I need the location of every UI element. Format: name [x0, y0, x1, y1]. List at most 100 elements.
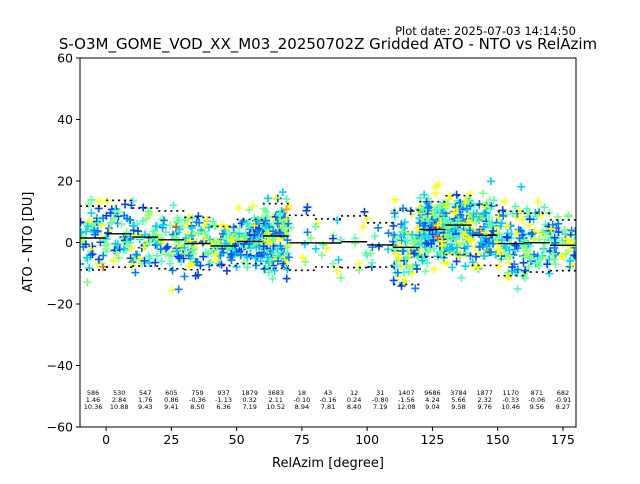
data-point — [465, 235, 474, 244]
data-point — [472, 252, 481, 261]
data-point — [525, 215, 534, 224]
data-point — [218, 229, 227, 238]
data-point — [208, 245, 217, 254]
data-point — [269, 235, 278, 244]
data-point — [142, 214, 151, 223]
data-point — [511, 202, 520, 211]
data-point — [384, 229, 393, 238]
data-point — [452, 190, 461, 199]
bin-std-label: 7.19 — [373, 403, 387, 411]
data-point — [120, 211, 129, 220]
data-point — [425, 226, 434, 235]
data-point — [272, 255, 281, 264]
data-point — [298, 253, 307, 262]
x-tick-label: 175 — [551, 432, 575, 447]
bin-std-label: 9.41 — [164, 403, 178, 411]
data-point — [408, 262, 417, 271]
data-point — [431, 189, 440, 198]
data-point — [503, 233, 512, 242]
data-point — [127, 244, 136, 253]
data-point — [363, 214, 372, 223]
data-point — [250, 213, 259, 222]
data-point — [111, 206, 120, 215]
data-point — [259, 242, 268, 251]
data-point — [102, 197, 111, 206]
data-point — [424, 216, 433, 225]
data-point — [185, 261, 194, 270]
data-point — [180, 272, 189, 281]
data-point — [351, 239, 360, 248]
data-point — [489, 196, 498, 205]
bin-std-label: 10.36 — [84, 403, 103, 411]
data-point — [405, 251, 414, 260]
data-point — [83, 222, 92, 231]
data-point — [117, 220, 126, 229]
data-point — [493, 223, 502, 232]
data-point — [518, 215, 527, 224]
data-point — [168, 266, 177, 275]
bin-std-label: 6.36 — [216, 403, 230, 411]
data-point — [284, 219, 293, 228]
data-point — [374, 242, 383, 251]
y-tick-label: 60 — [57, 51, 73, 66]
data-point — [445, 245, 454, 254]
data-point — [270, 266, 279, 275]
data-point — [217, 260, 226, 269]
data-point — [536, 211, 545, 220]
data-point — [87, 209, 96, 218]
bin-count-label: 937 — [217, 389, 229, 397]
point-group — [259, 188, 293, 283]
bin-count-label: 530 — [113, 389, 125, 397]
data-point — [423, 204, 432, 213]
data-point — [495, 230, 504, 239]
data-point — [303, 203, 312, 212]
bin-mean-label: -0.80 — [372, 396, 389, 404]
bin-mean-label: -0.33 — [502, 396, 519, 404]
data-point — [251, 253, 260, 262]
data-point — [115, 207, 124, 216]
point-group — [234, 202, 267, 272]
data-point — [273, 219, 282, 228]
data-point — [145, 238, 154, 247]
bin-std-label: 7.19 — [242, 403, 256, 411]
data-point — [243, 263, 252, 272]
data-point — [159, 220, 168, 229]
data-point — [245, 205, 254, 214]
data-point — [114, 253, 123, 262]
data-point — [222, 266, 231, 275]
data-point — [140, 243, 149, 252]
bin-std-label: 10.88 — [110, 403, 129, 411]
data-point — [94, 197, 103, 206]
data-point — [442, 203, 451, 212]
data-point — [389, 276, 398, 285]
data-point — [513, 265, 522, 274]
data-point — [515, 234, 524, 243]
data-point — [156, 245, 165, 254]
data-point — [122, 228, 131, 237]
data-point — [85, 264, 94, 273]
bin-count-label: 3784 — [450, 389, 467, 397]
data-point — [268, 274, 277, 283]
data-point — [250, 221, 259, 230]
bin-mean-label: -1.56 — [398, 396, 415, 404]
data-point — [134, 227, 143, 236]
bin-count-label: 871 — [531, 389, 543, 397]
data-point — [99, 251, 108, 260]
data-point — [169, 201, 178, 210]
data-point — [527, 230, 536, 239]
data-point — [284, 253, 293, 262]
data-point — [83, 278, 92, 287]
bin-std-label: 8.50 — [190, 403, 204, 411]
data-point — [401, 276, 410, 285]
data-point — [263, 212, 272, 221]
data-point — [475, 200, 484, 209]
data-point — [399, 204, 408, 213]
data-point — [259, 249, 268, 258]
data-point — [405, 267, 414, 276]
data-point — [282, 274, 291, 283]
bin-std-label: 8.40 — [347, 403, 361, 411]
data-point — [264, 268, 273, 277]
bin-mean-label: -0.16 — [320, 396, 337, 404]
bin-std-label: 9.76 — [477, 403, 491, 411]
data-point — [416, 237, 425, 246]
